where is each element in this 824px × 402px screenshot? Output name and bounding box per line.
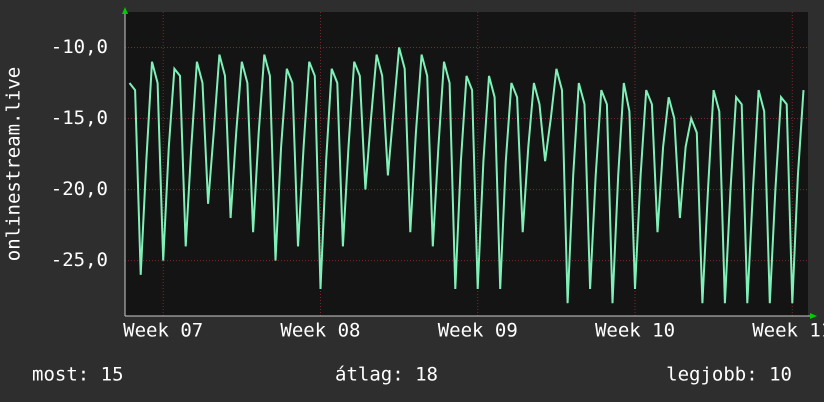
y-tick-label: -10,0 bbox=[51, 36, 108, 58]
stat-current: most: 15 bbox=[32, 364, 124, 386]
y-tick-label: -25,0 bbox=[51, 249, 108, 271]
stat-average: átlag: 18 bbox=[335, 364, 438, 386]
x-tick-label: Week 07 bbox=[123, 320, 203, 342]
x-tick-label: Week 09 bbox=[438, 320, 518, 342]
y-axis-arrow bbox=[122, 7, 128, 14]
x-tick-label: Week 10 bbox=[595, 320, 675, 342]
y-axis-label: onlinestream.live bbox=[3, 67, 25, 261]
series-line bbox=[128, 47, 805, 304]
x-tick-label: Week 08 bbox=[280, 320, 360, 342]
x-tick-label: Week 11 bbox=[752, 320, 824, 342]
y-tick-label: -15,0 bbox=[51, 107, 108, 129]
y-tick-label: -20,0 bbox=[51, 178, 108, 200]
plot-area bbox=[125, 12, 808, 316]
stat-best: legjobb: 10 bbox=[666, 364, 792, 386]
x-axis-arrow bbox=[810, 313, 817, 319]
